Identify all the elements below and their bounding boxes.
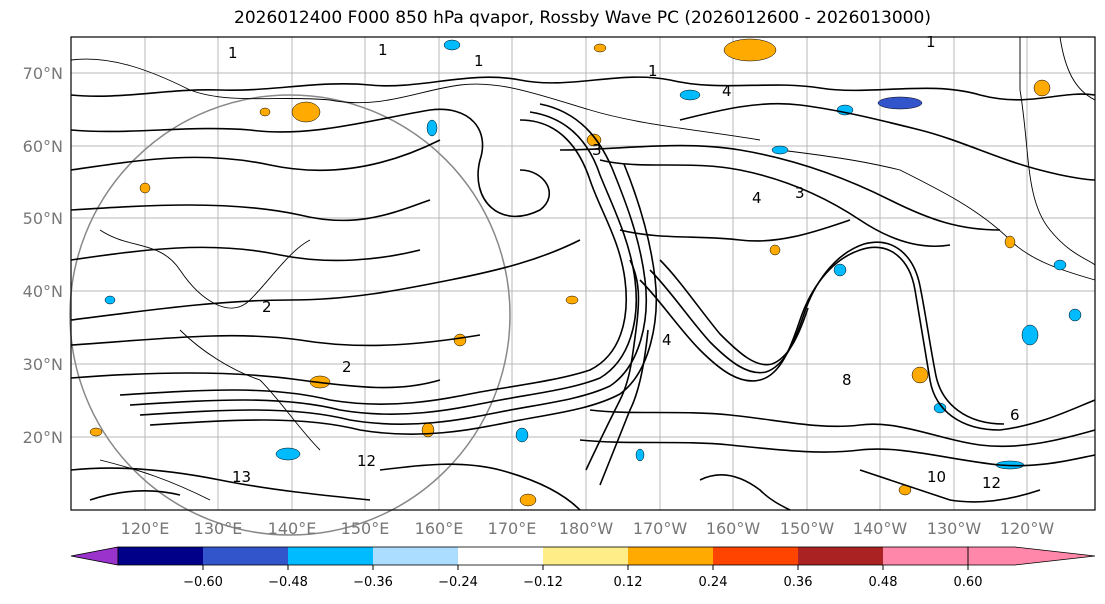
map-panel: 1 1 1 1 1 2 2 4 4 3 3 4 12 13 10 8 6 12 bbox=[69, 33, 1096, 536]
contour-label: 3 bbox=[795, 184, 805, 202]
lat-label-20n: 20°N bbox=[23, 428, 63, 447]
lon-label: 140°E bbox=[268, 519, 317, 538]
contour-label: 1 bbox=[926, 33, 936, 51]
map-title: 2026012400 F000 850 hPa qvapor, Rossby W… bbox=[234, 8, 931, 28]
colorbar: −0.60 −0.48 −0.36 −0.24 −0.12 0.12 0.24 … bbox=[70, 546, 1096, 590]
contour-label: 13 bbox=[232, 468, 251, 486]
lon-label: 140°W bbox=[853, 519, 908, 538]
lat-label-50n: 50°N bbox=[23, 209, 63, 228]
colorbar-tick-label: 0.48 bbox=[869, 575, 898, 590]
contour-label: 2 bbox=[262, 298, 272, 316]
lon-label: 120°E bbox=[121, 519, 170, 538]
contour-label: 2 bbox=[342, 358, 352, 376]
lon-label: 160°W bbox=[706, 519, 761, 538]
contour-label: 4 bbox=[752, 189, 762, 207]
contour-label: 6 bbox=[1010, 406, 1020, 424]
lon-label: 160°E bbox=[415, 519, 464, 538]
contour-label: 12 bbox=[982, 474, 1001, 492]
colorbar-tick-label: 0.12 bbox=[614, 575, 643, 590]
colorbar-swatch bbox=[288, 547, 373, 565]
lon-label: 150°E bbox=[341, 519, 390, 538]
contour-label: 1 bbox=[474, 52, 484, 70]
contour-labels: 1 1 1 1 1 2 2 4 4 3 3 4 12 13 10 8 6 12 bbox=[228, 33, 1020, 492]
latitude-labels: 70°N 60°N 50°N 40°N 30°N 20°N bbox=[23, 64, 63, 447]
colorbar-tick-label: 0.60 bbox=[954, 575, 983, 590]
reference-circle bbox=[69, 94, 511, 536]
map-frame bbox=[70, 36, 1096, 511]
colorbar-swatch bbox=[543, 547, 628, 565]
contour-label: 1 bbox=[378, 41, 388, 59]
colorbar-swatch bbox=[628, 547, 713, 565]
colorbar-tick-label: −0.60 bbox=[183, 575, 223, 590]
lon-label: 170°E bbox=[488, 519, 537, 538]
lat-label-40n: 40°N bbox=[23, 282, 63, 301]
longitude-labels: 120°E 130°E 140°E 150°E 160°E 170°E 180°… bbox=[121, 519, 1055, 538]
lon-label: 180°W bbox=[559, 519, 614, 538]
colorbar-tick-label: −0.12 bbox=[523, 575, 563, 590]
colorbar-extend-right bbox=[967, 546, 1096, 566]
colorbar-tick-label: −0.48 bbox=[268, 575, 308, 590]
lat-label-30n: 30°N bbox=[23, 355, 63, 374]
colorbar-tick-label: −0.24 bbox=[438, 575, 478, 590]
map-background bbox=[71, 37, 1095, 510]
contour-label: 4 bbox=[722, 82, 732, 100]
contour-label: 4 bbox=[662, 331, 672, 349]
lon-label: 130°W bbox=[927, 519, 982, 538]
contour-label: 1 bbox=[648, 62, 658, 80]
contour-label: 10 bbox=[927, 468, 946, 486]
contour-lines bbox=[70, 76, 1096, 511]
contour-label: 8 bbox=[842, 371, 852, 389]
lon-label: 150°W bbox=[780, 519, 835, 538]
lat-label-70n: 70°N bbox=[23, 64, 63, 83]
colorbar-swatch bbox=[458, 547, 543, 565]
coastlines bbox=[70, 36, 1096, 501]
contour-label: 1 bbox=[228, 44, 238, 62]
colorbar-ticks bbox=[202, 565, 969, 570]
lon-label: 120°W bbox=[1000, 519, 1055, 538]
lat-label-60n: 60°N bbox=[23, 137, 63, 156]
colorbar-tick-label: 0.24 bbox=[699, 575, 728, 590]
colorbar-swatch bbox=[118, 547, 203, 565]
lon-label: 170°W bbox=[633, 519, 688, 538]
colorbar-extend-left bbox=[70, 546, 119, 566]
colorbar-swatch bbox=[883, 547, 968, 565]
lon-label: 130°E bbox=[194, 519, 243, 538]
colorbar-swatch bbox=[798, 547, 883, 565]
colorbar-tick-label: 0.36 bbox=[784, 575, 813, 590]
colorbar-tick-label: −0.36 bbox=[353, 575, 393, 590]
contour-label: 12 bbox=[357, 452, 376, 470]
colorbar-swatch bbox=[713, 547, 798, 565]
colorbar-swatch bbox=[373, 547, 458, 565]
contour-label: 3 bbox=[592, 141, 602, 159]
anomaly-shading bbox=[89, 38, 1082, 507]
colorbar-swatch bbox=[203, 547, 288, 565]
